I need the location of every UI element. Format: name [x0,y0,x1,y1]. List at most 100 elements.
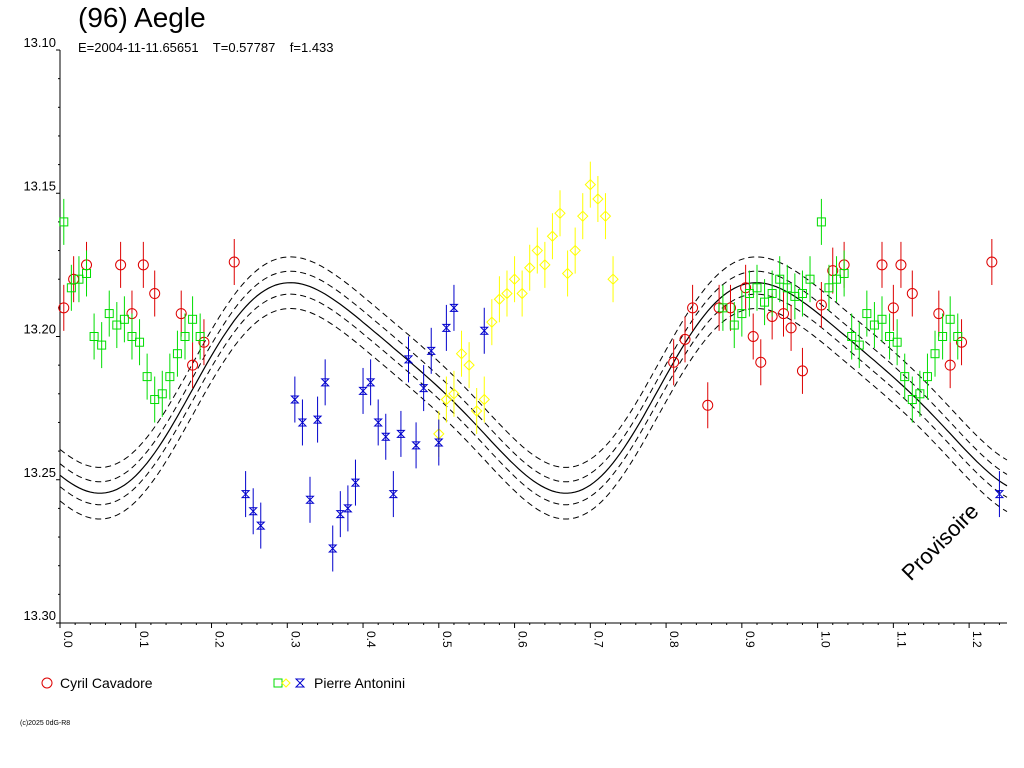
y-tick-label: 13.15 [23,178,56,193]
data-point [365,378,376,387]
fit-curves [59,256,1008,520]
circle-marker-icon [41,677,53,689]
data-point [796,365,808,377]
data-point [478,393,490,406]
series-hourglass [240,284,1005,572]
fit-curve-envelope [59,270,1008,483]
data-point [165,372,175,382]
x-tick-label: 1.2 [970,631,984,648]
data-point [531,244,543,257]
data-point [59,217,69,227]
data-point [895,259,907,271]
data-point [862,309,872,319]
data-point [930,349,940,359]
data-point [668,356,680,368]
chart-subtitle: E=2004-11-11.65651 T=0.57787 f=1.433 [78,40,334,55]
data-point [832,274,842,284]
data-point [335,510,346,519]
data-point [66,283,76,293]
y-tick-label: 13.30 [23,608,56,623]
data-point [944,359,956,371]
series-diamond [433,161,619,457]
data-point [418,384,429,393]
data-point [986,256,998,268]
data-point [175,308,187,320]
data-point [188,314,198,324]
data-point [137,259,149,271]
data-point [907,395,917,405]
data-point [815,299,827,311]
data-point [782,283,792,293]
data-point [729,320,739,330]
data-point [760,297,770,307]
data-point [142,372,152,382]
data-point [752,283,762,293]
series-pierre-antonini [59,198,963,423]
fit-curve-envelope [59,307,1008,520]
data-point [869,320,879,330]
data-point [135,337,145,347]
data-point [824,283,834,293]
data-point [493,293,506,305]
fit-curve-envelope [59,293,1008,506]
data-points [58,161,1005,572]
data-point [305,495,315,504]
data-point [687,302,699,314]
x-tick-label: 0.1 [137,631,151,648]
data-point [592,193,604,205]
data-point [900,372,910,382]
data-point [312,415,323,424]
legend-cyril-cavadore: Cyril Cavadore [40,675,153,691]
data-point [297,418,308,427]
x-tick-label: 0.7 [591,631,605,648]
data-point [945,314,955,324]
x-tick-label: 1.0 [819,631,833,648]
x-tick-label: 0.4 [364,631,378,648]
data-point [290,395,300,404]
x-tick-label: 0.2 [213,631,227,648]
axes: 13.10 13.15 13.20 13.25 13.30 0.0 0.1 0.2 0.3 0.4… [23,35,1007,648]
data-point [455,347,468,360]
data-point [713,302,725,314]
data-point [240,490,251,499]
data-point [195,332,205,341]
data-point [112,320,122,330]
data-point [115,259,127,271]
data-point [187,359,199,371]
data-point [938,332,948,341]
data-point [577,210,589,222]
data-point [358,386,368,395]
data-point [876,259,888,271]
data-point [172,349,182,359]
data-point [718,303,728,313]
data-point [256,521,266,530]
x-tick-label: 0.8 [667,631,681,648]
data-point [847,332,857,341]
data-point [150,395,160,405]
data-point [463,359,475,371]
data-point [546,230,559,242]
data-point [149,288,161,300]
data-point [785,322,797,334]
data-point [127,332,137,341]
legend-label: Cyril Cavadore [60,675,153,691]
data-point [805,274,815,284]
data-point [180,332,190,341]
data-point [539,259,551,271]
data-point [89,332,99,341]
data-point [97,340,107,350]
data-point [737,309,747,319]
data-point [426,346,436,355]
data-point [755,356,767,368]
data-point [516,287,528,300]
data-point [248,507,258,516]
x-tick-label: 0.0 [61,631,75,648]
data-point [82,268,92,278]
y-tick-label: 13.25 [23,465,56,480]
data-point [584,178,597,191]
data-point [915,389,925,399]
legend-pierre-antonini: Pierre Antonini [272,675,405,691]
x-tick-label: 0.3 [288,631,302,648]
data-point [74,274,84,284]
